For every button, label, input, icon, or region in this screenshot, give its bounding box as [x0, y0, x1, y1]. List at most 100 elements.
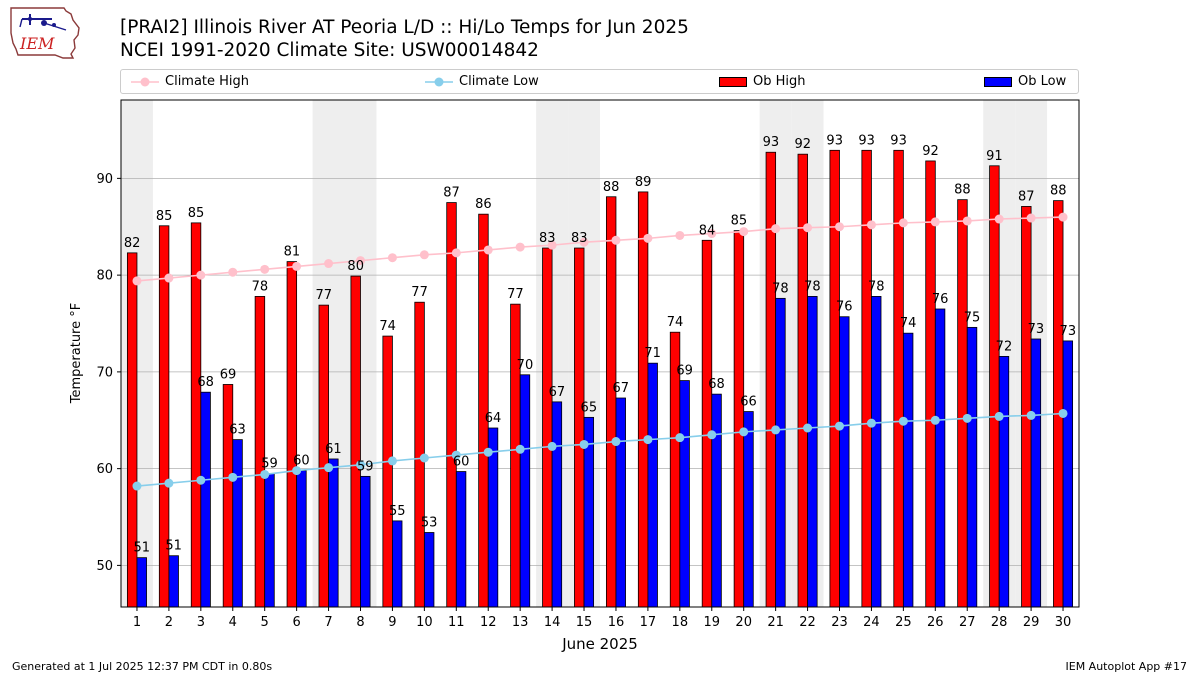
ob-high-bar: [574, 247, 585, 608]
ob-low-value-label: 61: [325, 442, 342, 457]
legend-label-climate-low: Climate Low: [459, 74, 539, 89]
climate-low-point: [387, 456, 397, 466]
ob-high-value-label: 83: [539, 231, 556, 246]
climate-low-point: [324, 463, 334, 473]
ob-high-value-label: 84: [699, 223, 716, 238]
chart-title: [PRAI2] Illinois River AT Peoria L/D :: …: [120, 17, 689, 38]
ob-low-value-label: 53: [421, 515, 438, 530]
ob-high-bar: [829, 149, 840, 608]
ob-high-value-label: 88: [954, 183, 971, 198]
climate-high-point: [164, 273, 174, 283]
climate-high-point: [356, 256, 365, 266]
ob-low-value-label: 68: [197, 375, 214, 390]
x-tick-label: 21: [767, 615, 784, 630]
legend: Climate High Climate Low Ob High Ob Low: [120, 69, 1079, 94]
ob-low-value-label: 75: [964, 310, 981, 325]
climate-low-point: [196, 475, 206, 485]
ob-low-bar: [711, 393, 722, 608]
ob-high-bar: [861, 149, 872, 608]
ob-high-value-label: 85: [156, 209, 173, 224]
ob-high-value-label: 92: [795, 137, 812, 152]
climate-high-point: [930, 217, 940, 227]
ob-low-value-label: 51: [133, 541, 150, 556]
ob-low-bar: [168, 555, 179, 608]
ob-low-value-label: 64: [485, 411, 502, 426]
ob-low-value-label: 59: [357, 459, 374, 474]
ob-high-bar: [382, 335, 393, 608]
climate-high-point: [835, 222, 844, 232]
ob-high-value-label: 88: [1050, 184, 1067, 199]
x-tick-label: 11: [448, 615, 465, 630]
ob-high-bar: [254, 296, 266, 608]
x-axis-label: June 2025: [561, 635, 638, 653]
x-tick-label: 27: [959, 615, 976, 630]
app-credit: IEM Autoplot App #17: [1065, 660, 1188, 673]
ob-high-bar: [222, 384, 234, 608]
ob-low-bar: [232, 439, 243, 608]
ob-high-value-label: 82: [124, 236, 141, 251]
climate-low-point: [643, 435, 653, 445]
climate-high-point: [419, 250, 429, 260]
ob-low-bar: [328, 458, 339, 608]
climate-low-point: [803, 423, 813, 433]
legend-label-ob-low: Ob Low: [1018, 74, 1067, 89]
ob-low-bar: [934, 308, 946, 608]
ob-high-bar: [510, 303, 521, 608]
ob-high-value-label: 77: [411, 285, 428, 300]
climate-low-point: [164, 478, 174, 488]
climate-low-point: [898, 416, 908, 426]
climate-high-point: [994, 214, 1004, 224]
ob-low-value-label: 60: [453, 455, 470, 470]
ob-high-value-label: 93: [763, 135, 780, 150]
climate-low-point: [707, 430, 717, 440]
x-tick-label: 23: [831, 615, 848, 630]
ob-high-value-label: 93: [858, 133, 875, 148]
y-tick-label: 90: [96, 172, 113, 187]
climate-high-point: [643, 233, 653, 243]
climate-low-point: [260, 469, 270, 479]
legend-item-ob-low: Ob Low: [984, 74, 1066, 89]
ob-low-bar: [839, 316, 850, 608]
ob-high-bar: [733, 230, 745, 608]
x-tick-label: 30: [1055, 615, 1072, 630]
climate-high-point: [866, 220, 876, 230]
ob-low-bar: [807, 296, 818, 608]
ob-high-value-label: 92: [922, 144, 939, 159]
ob-low-value-label: 67: [612, 381, 629, 396]
legend-item-climate-low: Climate Low: [425, 74, 539, 89]
ob-low-bar: [1062, 340, 1074, 608]
ob-high-value-label: 87: [443, 186, 460, 201]
climate-high-point: [292, 261, 302, 271]
ob-high-value-label: 87: [1018, 189, 1035, 204]
legend-item-ob-high: Ob High: [719, 74, 806, 89]
ob-high-bar: [350, 275, 361, 608]
climate-low-point: [962, 413, 972, 423]
ob-high-bar: [925, 160, 936, 608]
ob-high-value-label: 69: [220, 367, 237, 382]
chart-subtitle: NCEI 1991-2020 Climate Site: USW00014842: [120, 40, 539, 61]
x-tick-label: 24: [863, 615, 880, 630]
x-tick-label: 5: [261, 615, 269, 630]
climate-high-point: [228, 267, 238, 277]
climate-high-point: [387, 253, 397, 263]
ob-low-bar: [647, 362, 658, 608]
x-tick-label: 25: [895, 615, 912, 630]
climate-low-point: [611, 437, 621, 447]
ob-low-value-label: 78: [804, 279, 821, 294]
ob-high-value-label: 83: [571, 231, 588, 246]
x-tick-label: 22: [799, 615, 816, 630]
climate-high-point: [483, 245, 493, 255]
climate-low-point: [675, 433, 685, 443]
x-tick-label: 12: [480, 615, 497, 630]
ob-low-bar: [392, 520, 403, 608]
legend-label-ob-high: Ob High: [753, 74, 806, 89]
x-tick-label: 8: [356, 615, 364, 630]
ob-low-swatch: [984, 76, 1012, 87]
ob-high-bar: [446, 202, 457, 608]
climate-high-point: [579, 237, 589, 247]
ob-high-value-label: 80: [347, 259, 364, 274]
ob-low-value-label: 68: [708, 377, 725, 392]
ob-low-bar: [360, 475, 371, 608]
climate-high-point: [324, 259, 334, 269]
